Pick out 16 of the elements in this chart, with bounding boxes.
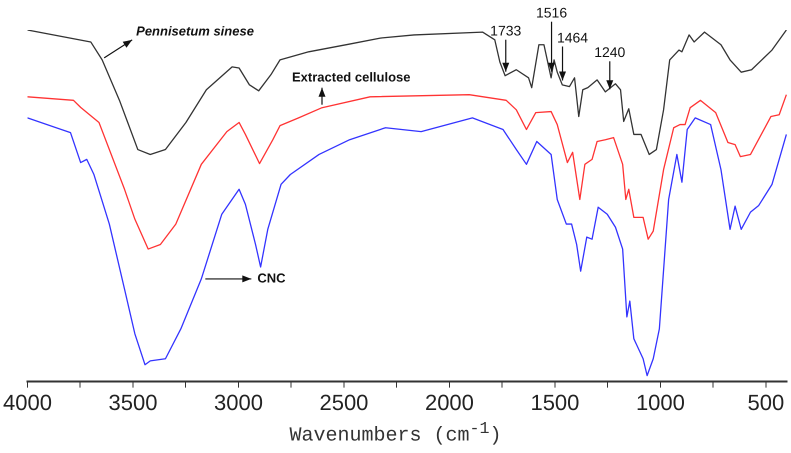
text: Pennisetum sinese [136, 23, 254, 38]
annotation: 1516 [536, 4, 568, 21]
series-label: Extracted cellulose [292, 69, 410, 84]
x-tick-label: 2500 [319, 390, 368, 415]
annotation: 1240 [594, 44, 626, 60]
x-tick-label: 3000 [214, 390, 263, 415]
x-tick-label: 2000 [424, 390, 474, 415]
x-axis-title: Wavenumbers (cm$^{-1}$) [288, 420, 503, 448]
annotation: 1464 [556, 29, 588, 46]
series-label: CNC [257, 270, 286, 286]
annotation: 1733 [490, 22, 522, 39]
x-tick-label: 3500 [108, 390, 158, 415]
x-tick-label: 4000 [2, 390, 52, 415]
x-tick-label: 1500 [530, 390, 580, 415]
x-tick-label: 1000 [636, 390, 685, 415]
x-tick-label: 500 [748, 390, 784, 415]
